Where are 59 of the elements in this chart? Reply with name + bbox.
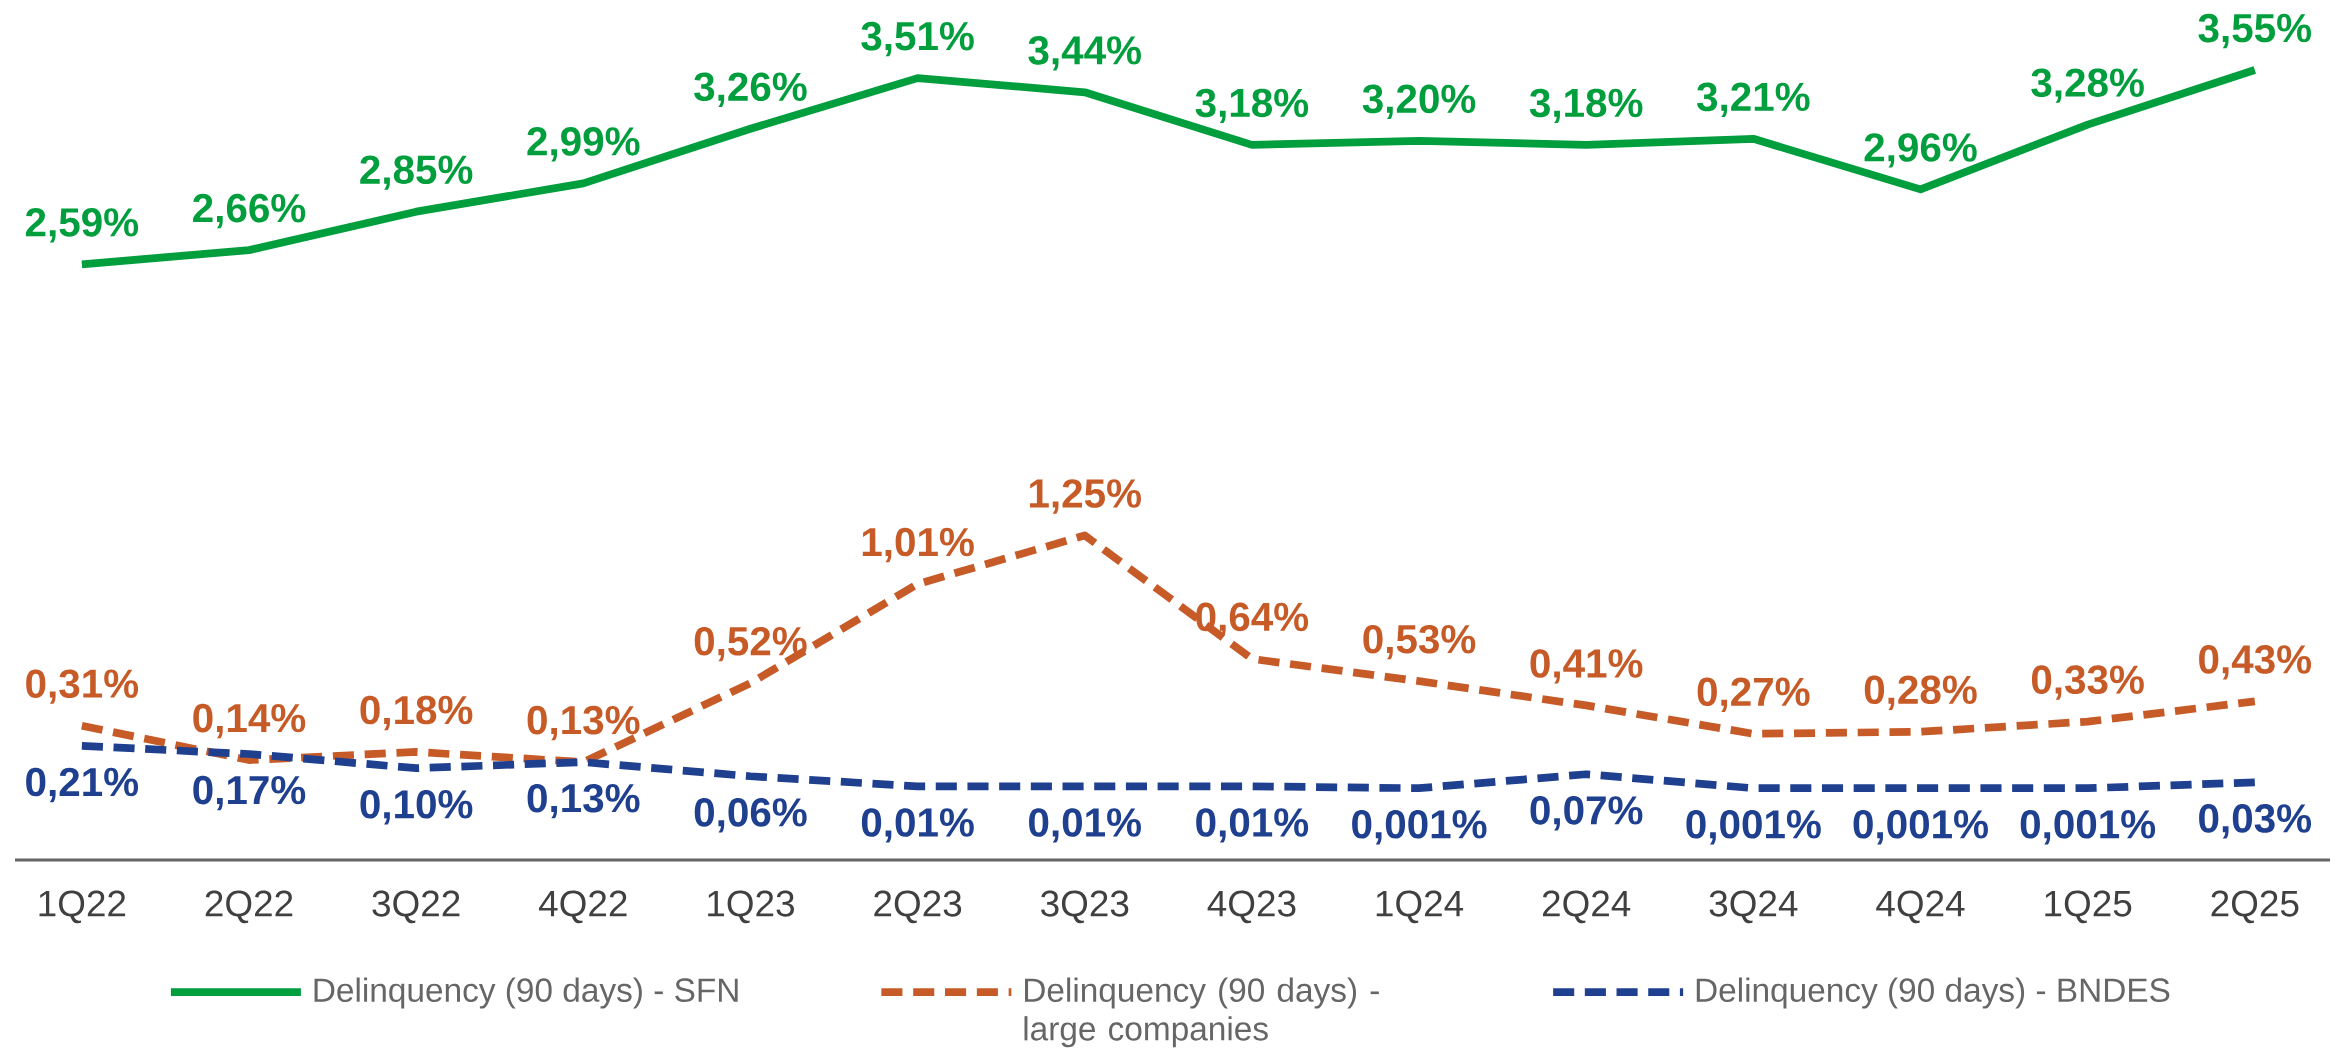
data-label: 0,41%: [1530, 649, 1643, 684]
legend-label: Delinquency (90 days) - BNDES: [1696, 977, 2170, 1009]
data-label: 0,001%: [1686, 809, 1821, 845]
data-label: 3,26%: [694, 72, 807, 107]
data-label: 0,14%: [193, 703, 306, 739]
data-label: 0,01%: [861, 808, 974, 843]
data-label: 3,44%: [1028, 36, 1141, 71]
data-label: 0,01%: [1029, 808, 1141, 843]
data-label: 3,51%: [861, 21, 974, 57]
data-label: 1,25%: [1030, 479, 1141, 514]
data-label: 0,27%: [1697, 677, 1810, 712]
data-label: 2,99%: [527, 127, 640, 162]
data-label: 0,13%: [527, 705, 640, 741]
data-label: 0,001%: [1352, 809, 1487, 845]
data-label: 0,52%: [694, 626, 807, 662]
data-label: 0,31%: [26, 669, 139, 704]
data-label: 0,21%: [26, 767, 139, 803]
data-label: 2,85%: [360, 155, 473, 190]
data-label: 1,01%: [862, 527, 974, 563]
data-label: 0,64%: [1196, 602, 1309, 638]
data-label: 0,43%: [2199, 645, 2311, 680]
data-label: 0,01%: [1196, 808, 1309, 843]
data-label: 0,18%: [360, 695, 473, 731]
x-tick-label: 1Q22: [39, 890, 126, 924]
x-tick-label: 1Q23: [708, 890, 794, 924]
x-tick-label: 1Q25: [2045, 890, 2132, 924]
data-label: 0,13%: [527, 783, 640, 819]
data-label: 0,03%: [2199, 804, 2311, 839]
x-tick-label: 2Q22: [205, 890, 293, 924]
data-label: 0,001%: [1853, 809, 1988, 845]
data-label: 3,20%: [1362, 84, 1476, 120]
data-label: 3,21%: [1697, 82, 1810, 118]
data-label: 2,59%: [25, 208, 139, 243]
data-label: 3,18%: [1529, 88, 1643, 124]
data-label: 0,53%: [1363, 624, 1476, 660]
data-label: 0,07%: [1530, 796, 1643, 831]
x-tick-label: 3Q23: [1041, 890, 1129, 924]
data-label: 2,96%: [1864, 133, 1977, 168]
x-tick-label: 1Q24: [1376, 890, 1464, 924]
data-label: 0,001%: [2020, 809, 2156, 845]
x-tick-label: 4Q23: [1207, 890, 1296, 924]
x-tick-label: 2Q24: [1542, 890, 1631, 924]
x-tick-label: 3Q24: [1709, 890, 1798, 924]
data-label: 0,06%: [694, 798, 807, 833]
x-tick-label: 2Q25: [2211, 890, 2299, 924]
data-label: 3,55%: [2198, 13, 2311, 49]
x-tick-label: 4Q24: [1876, 890, 1965, 924]
data-label: 0,17%: [193, 775, 306, 811]
legend-label: Delinquency (90 days) - large companies: [1024, 977, 1379, 1048]
data-label: 3,28%: [2031, 68, 2144, 103]
data-label: 0,33%: [2031, 665, 2144, 700]
data-label: 0,28%: [1864, 675, 1977, 710]
x-tick-label: 2Q23: [874, 890, 962, 924]
data-label: 0,10%: [360, 789, 473, 825]
x-tick-label: 3Q22: [372, 890, 460, 924]
legend-label: Delinquency (90 days) - SFN: [314, 977, 738, 1009]
data-label: 2,66%: [193, 193, 306, 229]
x-tick-label: 4Q22: [539, 890, 627, 924]
data-label: 3,18%: [1195, 88, 1309, 124]
